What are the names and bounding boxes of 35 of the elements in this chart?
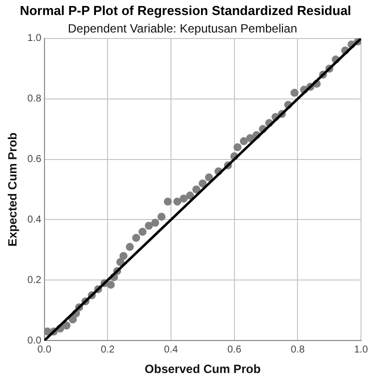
point (106, 280, 115, 289)
x-tick-label: 0.2 (100, 344, 116, 356)
point (119, 252, 128, 260)
point (151, 218, 160, 227)
x-tick-label: 0.0 (37, 344, 52, 356)
point (138, 228, 146, 236)
y-tick-label: 0.4 (27, 214, 42, 226)
point (62, 321, 70, 330)
point (173, 198, 182, 206)
point (192, 186, 200, 194)
point (290, 88, 299, 97)
point (164, 198, 172, 206)
x-axis-title: Observed Cum Prob (144, 362, 261, 376)
x-tick-label: 0.8 (290, 344, 306, 356)
y-tick-label: 0.0 (27, 335, 42, 346)
y-tick-label: 0.6 (27, 154, 42, 166)
chart-title: Normal P-P Plot of Regression Standardized Residual (18, 3, 352, 18)
point (234, 143, 242, 152)
point (126, 242, 134, 251)
chart-subtitle: Dependent Variable: Keputusan Pembelian (68, 22, 298, 36)
point (186, 192, 194, 200)
point (240, 137, 248, 146)
y-tick-label: 0.2 (27, 274, 42, 286)
point (205, 173, 214, 182)
y-tick-label: 1.0 (27, 33, 42, 44)
y-tick-label: 0.8 (27, 94, 42, 105)
point (144, 222, 153, 230)
point (198, 179, 207, 188)
y-axis-title: Expected Cum Prob (6, 132, 20, 247)
x-tick-label: 0.4 (164, 344, 178, 356)
point (180, 194, 188, 203)
x-tick-label: 1.0 (354, 344, 368, 356)
x-tick-label: 0.6 (227, 344, 242, 356)
point (158, 212, 166, 221)
point (132, 234, 140, 242)
